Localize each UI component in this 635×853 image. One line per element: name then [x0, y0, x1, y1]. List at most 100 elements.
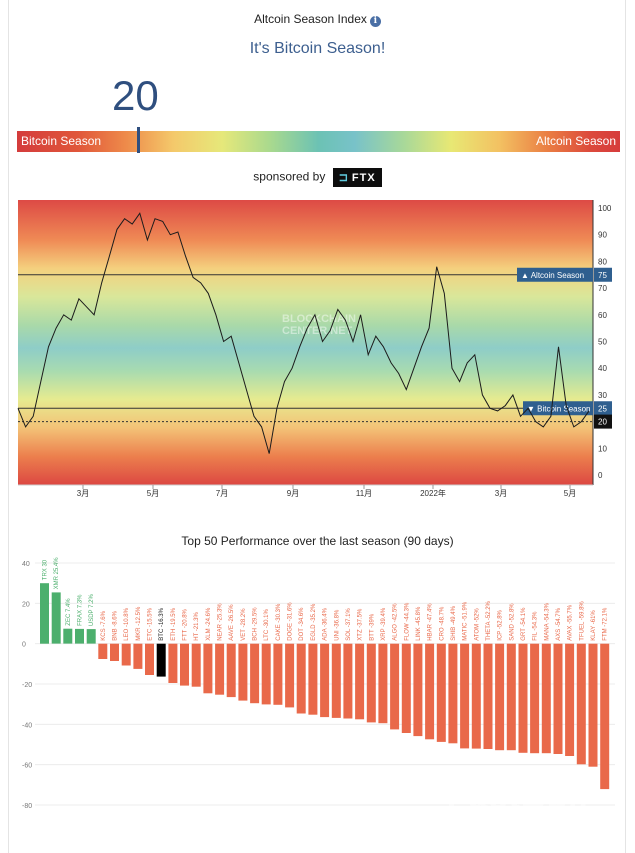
bar-value-label: DOGE -31.6%	[288, 602, 294, 641]
performance-bar[interactable]	[168, 643, 178, 683]
bar-value-label: NEAR -25.3%	[218, 603, 224, 641]
performance-bar[interactable]	[238, 643, 248, 701]
performance-bar[interactable]	[506, 643, 516, 751]
reference-label: ▲ Altcoin Season	[521, 271, 584, 280]
performance-bar[interactable]	[331, 643, 341, 718]
bar-value-label: FLOW -44.3%	[404, 602, 410, 641]
performance-bar[interactable]	[425, 643, 435, 740]
performance-bar[interactable]	[86, 629, 96, 644]
bar-y-tick-label: -40	[22, 722, 32, 729]
bar-value-label: SHIB -49.4%	[451, 605, 457, 640]
line-y-tick-label: 70	[598, 284, 607, 293]
ftx-logo-icon: ⊐	[338, 172, 349, 184]
performance-bar[interactable]	[40, 583, 49, 644]
ftx-brand: FTX	[351, 172, 376, 184]
performance-bar[interactable]	[75, 628, 84, 644]
performance-bar[interactable]	[215, 643, 225, 695]
bar-value-label: CAKE -30.3%	[276, 603, 282, 641]
line-y-tick-label: 30	[598, 391, 607, 400]
performance-bar[interactable]	[495, 643, 505, 751]
reference-value-box	[594, 267, 612, 282]
performance-bar[interactable]	[273, 643, 283, 705]
performance-bar[interactable]	[51, 592, 61, 644]
index-value: 20	[112, 72, 159, 119]
performance-bar[interactable]	[121, 643, 131, 666]
line-chart-axis-panel	[593, 200, 618, 485]
page-frame	[8, 0, 626, 853]
line-x-tick-label: 11月	[356, 489, 372, 498]
performance-bar[interactable]	[191, 643, 201, 687]
bar-value-label: ICP -52.8%	[498, 609, 504, 640]
performance-bar[interactable]	[518, 643, 528, 753]
performance-bar[interactable]	[565, 643, 575, 756]
bar-value-label: FTM -72.1%	[603, 607, 609, 641]
info-icon[interactable]: i	[369, 16, 381, 27]
bar-value-label: GRT -54.1%	[521, 607, 527, 641]
performance-bar[interactable]	[483, 643, 493, 749]
bar-value-label: ETH -19.5%	[171, 607, 177, 640]
bar-value-label: AXS -54.7%	[556, 607, 562, 640]
line-chart-background	[18, 200, 593, 485]
altcoin-season-line-chart: BLOCKCHAIN CENTER.NET 0 10 20 25 30 40 50 60 70 7…	[17, 200, 618, 498]
bar-value-label: ALGO -42.5%	[393, 603, 399, 641]
performance-bar[interactable]	[308, 643, 318, 715]
performance-bar[interactable]	[145, 643, 154, 675]
performance-bar[interactable]	[110, 643, 119, 661]
bar-value-label: MKR -12.5%	[136, 606, 142, 641]
reference-value: 75	[598, 271, 607, 280]
performance-bar[interactable]	[203, 643, 213, 694]
bar-y-tick-label: -80	[22, 803, 32, 810]
performance-bar[interactable]	[378, 643, 388, 724]
line-x-tick-label: 3月	[495, 489, 507, 498]
performance-bar[interactable]	[226, 643, 236, 698]
performance-bar[interactable]	[413, 643, 423, 737]
bar-value-label: ETC -15.5%	[148, 607, 154, 640]
performance-bar[interactable]	[530, 643, 540, 754]
line-y-tick-label: 40	[598, 364, 607, 373]
performance-bar[interactable]	[355, 643, 365, 720]
performance-bar[interactable]	[401, 643, 411, 733]
performance-bar[interactable]	[390, 643, 400, 730]
performance-bar[interactable]	[156, 643, 166, 677]
performance-bar[interactable]	[250, 643, 260, 704]
bar-value-label: USDP 7.2%	[89, 594, 95, 627]
performance-bar[interactable]	[63, 628, 73, 644]
bar-value-label: BCH -29.5%	[253, 607, 259, 641]
performance-bar[interactable]	[436, 643, 446, 742]
bar-value-label: MATIC -51.9%	[463, 601, 469, 641]
altcoin-index-series-line	[17, 212, 590, 454]
performance-bar[interactable]	[98, 643, 108, 659]
bar-value-label: VET -28.2%	[241, 608, 247, 641]
bar-value-label: LTC -30.1%	[264, 608, 270, 640]
performance-bar[interactable]	[541, 643, 551, 754]
ftx-logo[interactable]: ⊐ FTX	[332, 168, 382, 187]
performance-bar[interactable]	[133, 643, 143, 669]
line-x-tick-label: 9月	[287, 489, 299, 498]
bar-value-label: XTZ -37.5%	[358, 608, 364, 641]
performance-bar[interactable]	[553, 643, 563, 754]
performance-bar[interactable]	[180, 643, 189, 686]
performance-bar[interactable]	[285, 643, 295, 708]
performance-bar[interactable]	[320, 643, 330, 718]
bar-value-label: TFUEL -59.8%	[579, 601, 585, 641]
performance-bar[interactable]	[576, 643, 586, 765]
line-y-tick-label: 50	[598, 338, 607, 347]
reference-label: ▼ Bitcoin Season	[527, 404, 591, 413]
bar-value-label: HT -21.3%	[194, 611, 200, 640]
gauge-marker	[137, 127, 140, 153]
bar-y-tick-label: 40	[22, 561, 30, 568]
performance-bar[interactable]	[448, 643, 458, 744]
performance-bar[interactable]	[600, 643, 610, 790]
performance-bar[interactable]	[366, 643, 376, 723]
performance-bar[interactable]	[471, 643, 481, 749]
bar-value-label: LINK -45.8%	[416, 606, 422, 641]
performance-bar[interactable]	[261, 643, 271, 705]
reference-label-box	[517, 267, 593, 282]
bar-value-label: KLAY -61%	[591, 610, 597, 641]
bar-y-tick-label: 0	[22, 642, 26, 649]
performance-bar[interactable]	[343, 643, 353, 719]
performance-bar[interactable]	[588, 643, 598, 767]
performance-bar[interactable]	[296, 643, 306, 714]
performance-bar[interactable]	[460, 643, 470, 749]
bar-y-tick-label: -20	[22, 682, 32, 689]
